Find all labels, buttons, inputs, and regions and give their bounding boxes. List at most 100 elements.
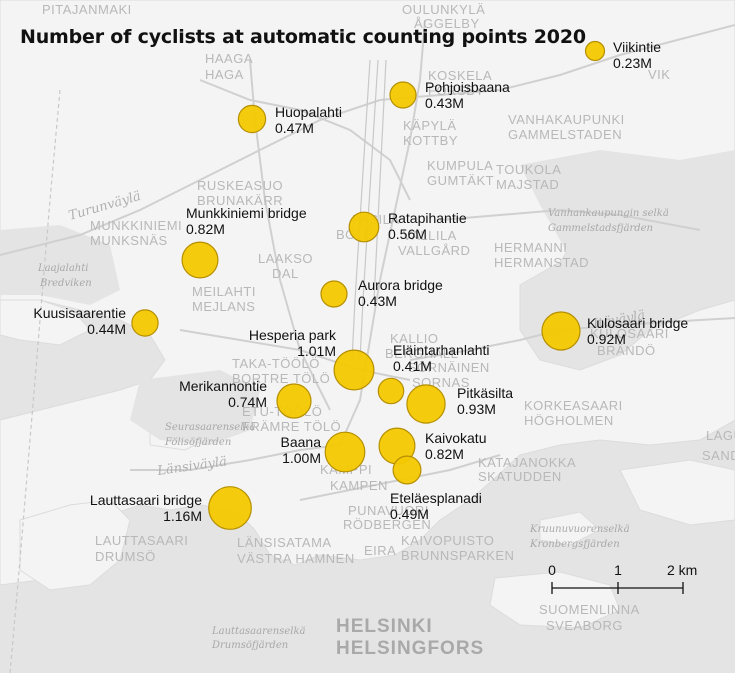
count-bubble [181, 241, 219, 279]
point-name: Munkkiniemi bridge [186, 205, 307, 221]
count-bubble [348, 211, 380, 243]
place-label: LÄNSISATAMA [237, 535, 332, 550]
scale-tick-label: 0 [548, 562, 556, 578]
place-label: BRUNAKÄRR [197, 193, 283, 208]
place-label: BRÄNDÖ [597, 343, 656, 358]
point-value: 0.82M [425, 446, 464, 462]
point-value: 0.44M [87, 321, 126, 337]
point-value: 1.00M [282, 450, 321, 466]
place-label: KATAJANOKKA [478, 455, 576, 470]
point-name: Kaivokatu [425, 430, 486, 446]
place-label: RÖDBERGEN [343, 517, 431, 532]
water-label: Vanhankaupungin selkä [548, 208, 669, 219]
point-name: Kulosaari bridge [587, 315, 688, 331]
place-label: VIK [648, 67, 670, 82]
place-label: KAMPEN [330, 478, 388, 493]
count-bubble [324, 431, 366, 473]
point-name: Ratapihantie [388, 210, 467, 226]
point-value: 1.16M [163, 508, 202, 524]
place-label: VÄSTRA HAMNEN [237, 551, 355, 566]
point-value: 0.43M [425, 95, 464, 111]
place-label: HAAGA [205, 51, 253, 66]
point-name: Kuusisaarentie [33, 305, 126, 321]
point-name: Pohjoisbaana [425, 79, 510, 95]
place-label: BORTRE TÖLÖ [232, 371, 330, 386]
place-label: VANHAKAUPUNKI [508, 112, 625, 127]
point-value: 1.01M [297, 343, 336, 359]
place-label: LAAKSO [258, 251, 313, 266]
point-name: Pitkäsilta [457, 385, 513, 401]
place-label: MEILAHTI [192, 284, 256, 299]
place-label: VALLGÅRD [398, 243, 470, 258]
place-label: MUNKKINIEMI [90, 218, 182, 233]
city-label: HELSINKI [336, 616, 433, 637]
place-label: PITAJANMAKI [42, 2, 132, 17]
point-name: Hesperia park [249, 327, 337, 343]
point-value: 0.93M [457, 401, 496, 417]
point-name: Eteläesplanadi [390, 490, 482, 506]
place-label: HERMANNI [494, 240, 567, 255]
count-bubble [333, 349, 375, 391]
place-label: OULUNKYLÄ [402, 2, 485, 17]
place-label: SAND [702, 448, 735, 463]
map-title: Number of cyclists at automatic counting… [20, 26, 586, 48]
point-name: Merikannontie [179, 378, 267, 394]
count-bubble [208, 486, 252, 530]
water-label: Kronbergsfjärden [529, 539, 620, 550]
place-label: KULOSAARI [590, 326, 669, 341]
place-label: KALLIO [390, 331, 439, 346]
water-label: Drumsöfjärden [211, 640, 288, 651]
city-label: HELSINGFORS [336, 638, 484, 659]
place-label: SUOMENLINNA [539, 602, 640, 617]
water-label: Laajalahti [37, 263, 88, 274]
place-label: KOSKELA [428, 68, 492, 83]
place-label: KUMPULA [427, 158, 493, 173]
place-label: LAGUNA [706, 428, 735, 443]
place-label: HÖGHOLMEN [524, 413, 614, 428]
point-value: 0.23M [613, 55, 652, 71]
place-label: GUMTÄKT [427, 173, 494, 188]
count-bubble [584, 40, 606, 62]
bubble-labels-layer: Viikintie0.23MPohjoisbaana0.43MHuopalaht… [33, 39, 688, 524]
place-label: VALLILA [403, 228, 457, 243]
scale-bar: 0 1 2 km [548, 562, 697, 594]
place-label: KOTTBY [403, 133, 458, 148]
place-label: LAUTTASAARI [95, 533, 188, 548]
place-label: MEJLANS [192, 299, 255, 314]
point-value: 0.56M [388, 226, 427, 242]
point-value: 0.49M [390, 506, 429, 522]
point-value: 0.41M [393, 358, 432, 374]
place-label: DRUMSÖ [95, 549, 156, 564]
point-name: Eläintarhanlahti [393, 342, 490, 358]
place-label: SKATUDDEN [478, 469, 562, 484]
water-bays [0, 150, 735, 445]
count-bubble [131, 309, 159, 337]
water-label: Kruunuvuorenselkä [529, 524, 630, 535]
place-label: EIRA [364, 543, 396, 558]
bubbles-layer [131, 40, 606, 530]
water-label: Seurasaarenselkä [165, 422, 255, 433]
water-label: Bredviken [39, 278, 92, 289]
place-label: PUNAVUORI [348, 503, 429, 518]
place-label: FORSBY [428, 83, 484, 98]
place-label: RUSKEASUO [197, 178, 283, 193]
place-label: ÅGGELBY [414, 16, 480, 31]
place-label: GAMMELSTADEN [508, 127, 622, 142]
place-label: HAGA [205, 67, 244, 82]
place-label: BERGHÄLL [385, 346, 458, 361]
count-bubble [392, 455, 422, 485]
water-label: Gammelstadsfjärden [548, 223, 653, 234]
point-value: 0.74M [228, 394, 267, 410]
place-label: HERMANSTAD [494, 255, 589, 270]
count-bubble [406, 384, 446, 424]
place-label: MAJSTAD [496, 177, 559, 192]
water-label: Lauttasaarenselkä [211, 626, 306, 637]
point-name: Lauttasaari bridge [90, 492, 202, 508]
point-value: 0.47M [275, 120, 314, 136]
point-value: 0.43M [358, 293, 397, 309]
point-name: Aurora bridge [358, 277, 443, 293]
place-label: MUNKSNÄS [90, 233, 168, 248]
place-label: SÖRNÄINEN [408, 360, 490, 375]
